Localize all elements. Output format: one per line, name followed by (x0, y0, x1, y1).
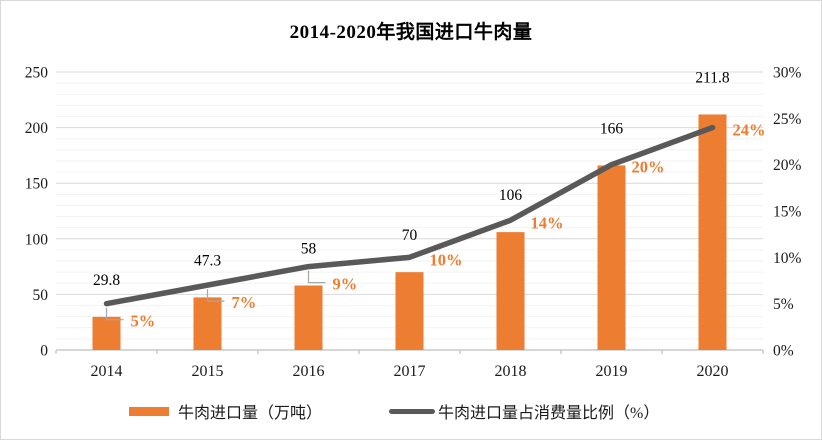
legend-item-ratio: 牛肉进口量占消费量比例（%） (389, 398, 659, 424)
x-axis-label: 2017 (394, 363, 426, 380)
bar (496, 232, 525, 350)
legend-label-ratio: 牛肉进口量占消费量比例（%） (438, 405, 660, 422)
right-axis-tick-label: 25% (773, 111, 802, 128)
pct-label: 24% (733, 121, 766, 140)
left-axis-tick-label: 200 (25, 120, 49, 137)
x-axis-label: 2016 (293, 363, 325, 380)
x-axis-label: 2015 (192, 363, 224, 380)
bar-value-label: 106 (499, 187, 523, 204)
left-axis-tick-label: 0 (40, 343, 48, 360)
bar-value-label: 29.8 (93, 272, 120, 289)
leader-line (307, 270, 326, 284)
pct-label: 7% (232, 293, 257, 312)
x-axis-label: 2018 (495, 363, 527, 380)
bar-value-label: 58 (301, 241, 317, 258)
leader-line (206, 289, 225, 302)
chart-title: 2014-2020年我国进口牛肉量 (289, 22, 533, 43)
bar-series-swatch (129, 406, 169, 416)
bar-value-label: 47.3 (194, 252, 221, 269)
leader-line (105, 307, 124, 321)
bar-value-label: 166 (600, 120, 624, 137)
bar (294, 285, 323, 350)
legend-item-imports: 牛肉进口量（万吨） (129, 398, 322, 424)
left-axis-tick-label: 50 (33, 287, 49, 304)
left-axis-tick-label: 150 (25, 176, 49, 193)
bar (193, 297, 222, 350)
right-axis-tick-label: 15% (773, 204, 802, 221)
bar (395, 272, 424, 350)
x-axis-label: 2014 (91, 363, 123, 380)
right-axis-tick-label: 5% (773, 296, 794, 313)
x-axis-label: 2019 (596, 363, 628, 380)
left-axis-tick-label: 250 (25, 65, 49, 82)
right-axis-tick-label: 10% (773, 250, 802, 267)
pct-label: 10% (430, 250, 463, 269)
x-axis-label: 2020 (697, 363, 729, 380)
right-axis-tick-label: 0% (773, 343, 794, 360)
trend-line (103, 124, 716, 307)
right-axis-tick-label: 30% (773, 65, 802, 82)
bar-value-label: 70 (402, 227, 418, 244)
right-axis-tick-label: 20% (773, 157, 802, 174)
bar (698, 114, 727, 351)
bar-value-label: 211.8 (695, 69, 730, 86)
legend-label-imports: 牛肉进口量（万吨） (178, 405, 323, 422)
line-series-swatch (389, 408, 435, 414)
pct-label: 9% (333, 275, 358, 294)
pct-label: 5% (131, 312, 156, 331)
legend: 牛肉进口量（万吨） 牛肉进口量占消费量比例（%） (1, 398, 821, 428)
pct-label: 20% (632, 158, 665, 177)
pct-label: 14% (531, 213, 564, 232)
bar (597, 165, 626, 350)
left-axis-tick-label: 100 (25, 231, 49, 248)
bar (92, 316, 121, 350)
